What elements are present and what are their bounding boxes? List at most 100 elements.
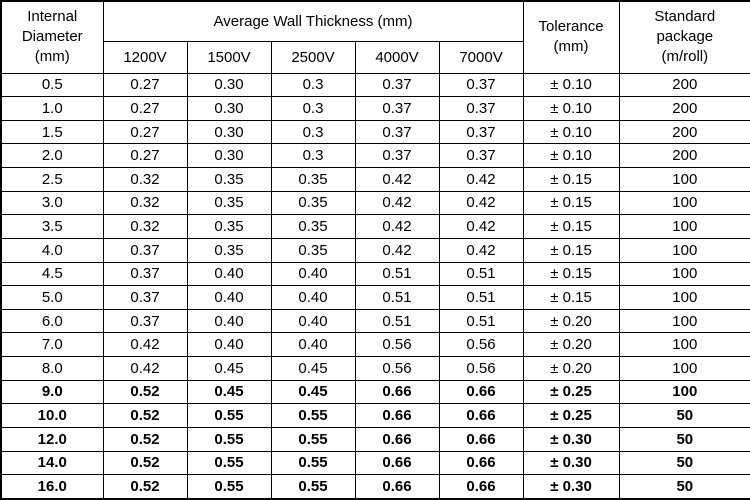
voltage-header-4000v: 4000V <box>354 40 440 74</box>
diameter-cell: 4.5 <box>0 261 104 287</box>
tolerance-cell: ± 0.10 <box>522 96 620 121</box>
diameter-cell: 8.0 <box>0 356 104 381</box>
tolerance-cell: ± 0.30 <box>522 450 620 476</box>
standard-package-header: Standard package (m/roll) <box>618 0 750 74</box>
table-row: 16.0 0.52 0.55 0.55 0.66 0.66 ± 0.30 50 <box>0 474 750 500</box>
wall-1200v-cell: 0.32 <box>102 190 188 216</box>
tolerance-cell: ± 0.25 <box>522 403 620 428</box>
wall-1500v-cell: 0.30 <box>186 72 272 98</box>
wall-1200v-cell: 0.32 <box>102 167 188 192</box>
wall-7000v-cell: 0.66 <box>438 403 524 428</box>
table-row: 10.0 0.52 0.55 0.55 0.66 0.66 ± 0.25 50 <box>0 403 750 428</box>
wall-1200v-cell: 0.27 <box>102 119 188 145</box>
wall-1500v-cell: 0.30 <box>186 119 272 145</box>
package-cell: 200 <box>618 72 750 98</box>
wall-2500v-cell: 0.3 <box>270 143 356 168</box>
wall-2500v-cell: 0.45 <box>270 379 356 405</box>
wall-7000v-cell: 0.51 <box>438 285 524 310</box>
wall-1500v-cell: 0.35 <box>186 190 272 216</box>
wall-1200v-cell: 0.32 <box>102 214 188 239</box>
voltage-header-2500v: 2500V <box>270 40 356 74</box>
wall-1500v-cell: 0.45 <box>186 356 272 381</box>
internal-diameter-header: Internal Diameter (mm) <box>0 0 104 74</box>
diameter-cell: 3.5 <box>0 214 104 239</box>
wall-2500v-cell: 0.3 <box>270 119 356 145</box>
wall-4000v-cell: 0.66 <box>354 426 440 452</box>
wall-1500v-cell: 0.55 <box>186 426 272 452</box>
diameter-cell: 14.0 <box>0 450 104 476</box>
package-cell: 100 <box>618 356 750 381</box>
wall-4000v-cell: 0.51 <box>354 308 440 334</box>
tolerance-cell: ± 0.25 <box>522 379 620 405</box>
diameter-cell: 12.0 <box>0 426 104 452</box>
wall-7000v-cell: 0.37 <box>438 72 524 98</box>
tolerance-cell: ± 0.15 <box>522 167 620 192</box>
table-row: 3.5 0.32 0.35 0.35 0.42 0.42 ± 0.15 100 <box>0 214 750 239</box>
header-row-voltages: 1200V 1500V 2500V 4000V 7000V <box>1 40 750 74</box>
diameter-cell: 4.0 <box>0 237 104 263</box>
wall-7000v-cell: 0.56 <box>438 332 524 357</box>
wall-7000v-cell: 0.56 <box>438 356 524 381</box>
package-cell: 100 <box>618 261 750 287</box>
package-cell: 200 <box>618 143 750 168</box>
tolerance-cell: ± 0.15 <box>522 214 620 239</box>
package-cell: 100 <box>618 332 750 357</box>
table-row: 14.0 0.52 0.55 0.55 0.66 0.66 ± 0.30 50 <box>0 450 750 476</box>
tolerance-cell: ± 0.15 <box>522 261 620 287</box>
wall-4000v-cell: 0.42 <box>354 214 440 239</box>
wall-4000v-cell: 0.37 <box>354 96 440 121</box>
wall-1200v-cell: 0.37 <box>102 285 188 310</box>
wall-7000v-cell: 0.66 <box>438 450 524 476</box>
wall-2500v-cell: 0.3 <box>270 96 356 121</box>
wall-2500v-cell: 0.45 <box>270 356 356 381</box>
table-row: 2.5 0.32 0.35 0.35 0.42 0.42 ± 0.15 100 <box>0 167 750 192</box>
wall-7000v-cell: 0.66 <box>438 379 524 405</box>
wall-4000v-cell: 0.42 <box>354 167 440 192</box>
diameter-cell: 1.0 <box>0 96 104 121</box>
wall-1200v-cell: 0.27 <box>102 143 188 168</box>
diameter-cell: 9.0 <box>0 379 104 405</box>
wall-2500v-cell: 0.40 <box>270 285 356 310</box>
wall-1500v-cell: 0.45 <box>186 379 272 405</box>
table-row: 4.0 0.37 0.35 0.35 0.42 0.42 ± 0.15 100 <box>0 237 750 263</box>
wall-4000v-cell: 0.56 <box>354 332 440 357</box>
wall-2500v-cell: 0.40 <box>270 332 356 357</box>
wall-1200v-cell: 0.42 <box>102 332 188 357</box>
wall-7000v-cell: 0.42 <box>438 167 524 192</box>
wall-7000v-cell: 0.42 <box>438 237 524 263</box>
wall-4000v-cell: 0.37 <box>354 119 440 145</box>
package-cell: 100 <box>618 214 750 239</box>
package-cell: 200 <box>618 119 750 145</box>
table-row: 4.5 0.37 0.40 0.40 0.51 0.51 ± 0.15 100 <box>0 261 750 287</box>
tolerance-header: Tolerance (mm) <box>522 0 620 74</box>
voltage-header-1200v: 1200V <box>102 40 188 74</box>
wall-7000v-cell: 0.51 <box>438 261 524 287</box>
package-cell: 100 <box>618 237 750 263</box>
tolerance-cell: ± 0.20 <box>522 308 620 334</box>
wall-4000v-cell: 0.66 <box>354 379 440 405</box>
wall-1500v-cell: 0.40 <box>186 261 272 287</box>
wall-7000v-cell: 0.37 <box>438 143 524 168</box>
wall-thickness-header: Average Wall Thickness (mm) <box>102 0 524 42</box>
table-row: 5.0 0.37 0.40 0.40 0.51 0.51 ± 0.15 100 <box>0 285 750 310</box>
package-cell: 50 <box>618 426 750 452</box>
table-row: 9.0 0.52 0.45 0.45 0.66 0.66 ± 0.25 100 <box>0 379 750 405</box>
package-cell: 100 <box>618 167 750 192</box>
wall-7000v-cell: 0.37 <box>438 96 524 121</box>
diameter-cell: 3.0 <box>0 190 104 216</box>
diameter-cell: 16.0 <box>0 474 104 500</box>
wall-1200v-cell: 0.52 <box>102 379 188 405</box>
package-cell: 50 <box>618 474 750 500</box>
wall-7000v-cell: 0.42 <box>438 190 524 216</box>
tolerance-cell: ± 0.15 <box>522 190 620 216</box>
wall-2500v-cell: 0.35 <box>270 214 356 239</box>
diameter-cell: 5.0 <box>0 285 104 310</box>
wall-2500v-cell: 0.55 <box>270 450 356 476</box>
package-cell: 100 <box>618 190 750 216</box>
wall-1200v-cell: 0.52 <box>102 474 188 500</box>
wall-1500v-cell: 0.55 <box>186 403 272 428</box>
table-row: 12.0 0.52 0.55 0.55 0.66 0.66 ± 0.30 50 <box>0 426 750 452</box>
tolerance-cell: ± 0.30 <box>522 426 620 452</box>
wall-7000v-cell: 0.37 <box>438 119 524 145</box>
